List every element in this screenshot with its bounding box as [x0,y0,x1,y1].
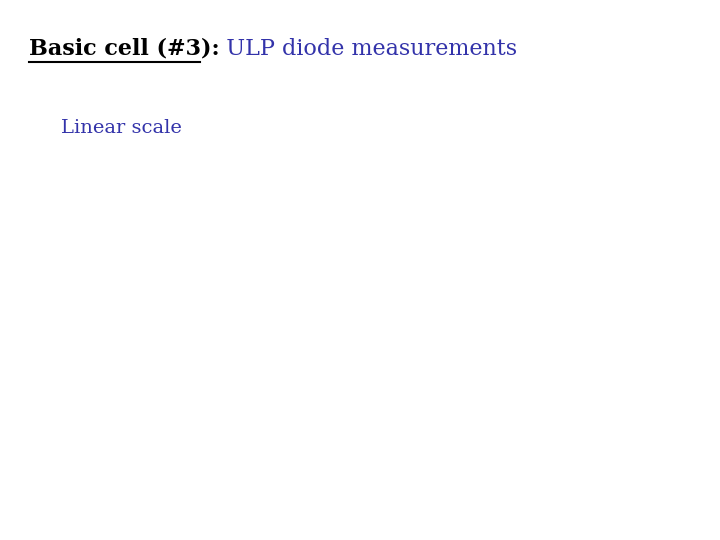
Text: Linear scale: Linear scale [61,119,182,137]
Text: Basic cell (#3):: Basic cell (#3): [29,38,220,60]
Text: ULP diode measurements: ULP diode measurements [205,38,518,60]
